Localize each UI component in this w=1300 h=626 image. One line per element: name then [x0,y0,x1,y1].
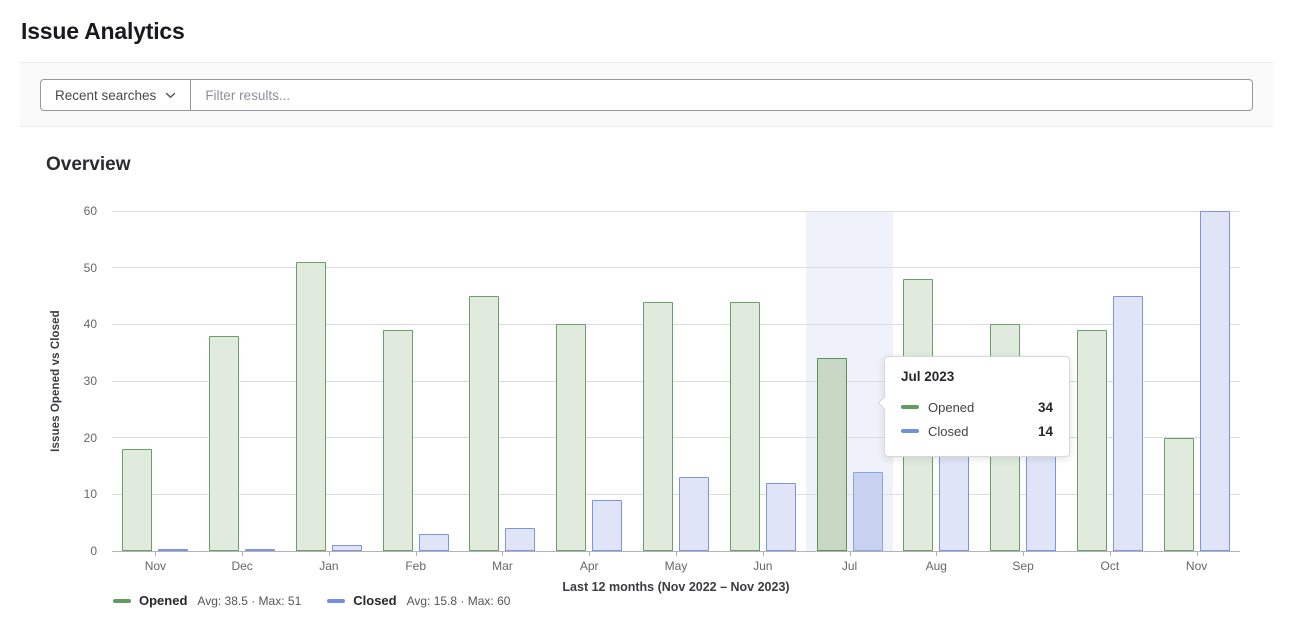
tooltip-closed-label: Closed [928,423,969,439]
gridline [112,380,1240,382]
x-axis-tick [589,551,591,556]
bar-closed-4[interactable] [505,528,536,551]
bar-opened-4[interactable] [469,296,500,551]
x-axis-tick [676,551,677,556]
chevron-down-icon [166,92,176,98]
x-tick-label-1: Dec [231,559,253,573]
gridline [112,210,1240,212]
x-axis-tick [242,551,244,556]
legend-item-opened[interactable]: Opened Avg: 38.5 · Max: 51 [113,593,301,608]
filter-results-input[interactable] [191,80,1252,110]
x-axis-tick [328,551,330,556]
closed-series-swatch-icon [327,598,346,603]
x-axis-tick [1196,551,1198,556]
tooltip-row-closed: Closed 14 [901,419,1053,443]
y-tick-label: 30 [83,374,97,388]
y-tick-label: 50 [83,260,97,275]
x-tick-label-10: Sep [1012,559,1034,573]
chart-legend: Opened Avg: 38.5 · Max: 51 Closed Avg: 1… [113,593,510,608]
tooltip-closed-swatch-icon [901,429,919,433]
x-axis-title: Last 12 months (Nov 2022 – Nov 2023) [562,580,790,594]
tooltip-title: Jul 2023 [901,369,955,384]
gridline [112,323,1240,325]
bar-opened-7[interactable] [729,301,760,551]
x-axis-tick [155,551,157,556]
tooltip-opened-value: 34 [1037,399,1053,415]
y-axis-title: Issues Opened vs Closed [50,310,62,452]
gridline [112,437,1240,439]
x-axis-tick [849,551,851,556]
issues-opened-vs-closed-chart: Nov Oct Sep Aug Jul Jun May Apr Mar Feb Jan Dec Nov 6… [46,190,1300,626]
legend-closed-label: Closed [353,593,397,608]
bar-closed-0[interactable] [158,548,189,551]
x-tick-label-8: Jul [841,559,858,573]
x-tick-label-0: Nov [144,559,167,573]
x-axis-line [112,550,1240,552]
bar-opened-6[interactable] [643,301,673,551]
bar-closed-11[interactable] [1112,296,1143,551]
chart-tooltip: Jul 2023 Opened 34 Closed 14 [877,356,1070,457]
y-tick-label: 10 [83,487,97,502]
x-tick-label-2: Jan [319,559,339,573]
recent-searches-dropdown[interactable]: Recent searches [41,80,192,110]
y-tick-label: 0 [90,544,97,558]
filtered-search-box: Recent searches [40,79,1253,111]
bar-opened-11[interactable] [1076,330,1107,551]
y-tick-label: 40 [83,317,97,332]
bar-closed-2[interactable] [331,545,362,551]
bar-opened-0[interactable] [122,449,153,551]
x-axis-tick [1109,551,1111,556]
bar-opened-3[interactable] [382,330,413,551]
bar-closed-3[interactable] [418,534,449,551]
x-axis-tick [762,551,764,556]
bar-closed-5[interactable] [592,500,623,551]
recent-searches-label: Recent searches [55,87,157,103]
x-axis-tick [502,551,504,556]
legend-closed-stats: Avg: 15.8 · Max: 60 [406,593,511,608]
tooltip-opened-swatch-icon [901,405,919,409]
bar-opened-8[interactable] [816,358,847,551]
tooltip-row-opened: Opened 34 [901,395,1053,419]
bar-closed-8[interactable] [852,471,883,551]
x-axis-tick [936,551,938,556]
overview-heading: Overview [46,154,131,175]
bar-closed-1[interactable] [245,548,276,551]
x-tick-label-4: Mar [492,559,513,573]
tooltip-opened-label: Opened [928,399,975,415]
x-tick-label-9: Aug [925,559,947,573]
page-title: Issue Analytics [21,18,185,44]
bar-closed-12[interactable] [1199,211,1230,551]
x-axis-tick [415,551,417,556]
x-tick-label-3: Feb [405,559,427,573]
filter-bar-section: Recent searches [20,62,1273,127]
y-tick-label: 60 [83,204,97,218]
x-tick-label-12: Nov [1185,559,1208,573]
bar-opened-2[interactable] [295,262,326,551]
legend-item-closed[interactable]: Closed Avg: 15.8 · Max: 60 [327,593,510,608]
x-tick-label-6: May [664,559,688,573]
bar-opened-1[interactable] [209,335,240,551]
opened-series-swatch-icon [113,598,131,603]
tooltip-closed-value: 14 [1037,423,1053,439]
gridline [112,267,1240,269]
x-tick-label-5: Apr [579,559,599,573]
legend-opened-label: Opened [139,593,188,608]
bar-opened-5[interactable] [556,324,587,551]
x-tick-label-7: Jun [753,559,773,573]
bar-opened-12[interactable] [1163,437,1194,551]
gridline [112,493,1240,495]
legend-opened-stats: Avg: 38.5 · Max: 51 [197,593,302,608]
bar-closed-7[interactable] [765,483,796,551]
bar-closed-6[interactable] [679,477,709,551]
y-tick-label: 20 [83,430,97,445]
x-axis-tick [1023,551,1025,556]
x-tick-label-11: Oct [1100,559,1120,573]
